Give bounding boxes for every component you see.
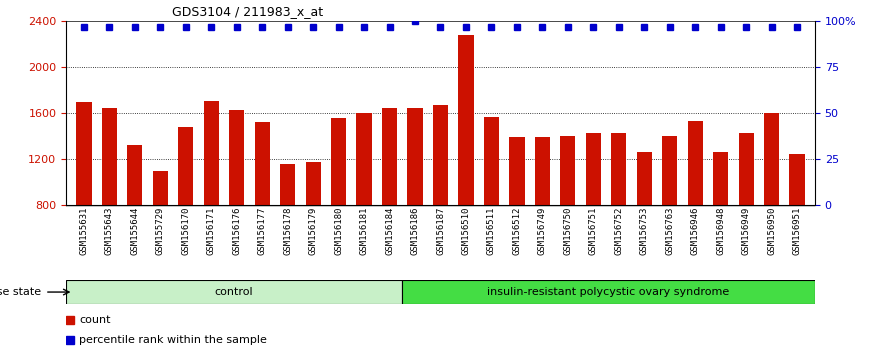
Text: GSM156951: GSM156951 [793, 207, 802, 255]
Bar [101, 108, 117, 297]
Text: GSM156751: GSM156751 [589, 207, 598, 255]
Bar [738, 133, 754, 297]
Bar [229, 110, 244, 297]
Text: percentile rank within the sample: percentile rank within the sample [79, 335, 267, 345]
Text: GSM156179: GSM156179 [308, 207, 318, 255]
Text: GSM156180: GSM156180 [334, 207, 343, 255]
Bar [204, 101, 218, 297]
Text: GSM155644: GSM155644 [130, 207, 139, 255]
Bar [713, 152, 729, 297]
Text: insulin-resistant polycystic ovary syndrome: insulin-resistant polycystic ovary syndr… [487, 287, 729, 297]
Text: GSM156184: GSM156184 [385, 207, 394, 255]
Text: GSM156177: GSM156177 [258, 207, 267, 255]
Bar [637, 152, 652, 297]
Text: GSM156510: GSM156510 [462, 207, 470, 255]
Bar [382, 108, 397, 297]
Bar [255, 122, 270, 297]
Text: count: count [79, 315, 111, 325]
Text: GSM156946: GSM156946 [691, 207, 700, 255]
Bar [789, 154, 804, 297]
Bar [433, 105, 448, 297]
Text: GSM156171: GSM156171 [207, 207, 216, 255]
Text: GSM155643: GSM155643 [105, 207, 114, 255]
Text: GSM155729: GSM155729 [156, 207, 165, 255]
Bar [586, 133, 601, 297]
Bar [77, 102, 92, 297]
Text: GSM155631: GSM155631 [79, 207, 88, 255]
Bar [611, 133, 626, 297]
Bar [687, 121, 703, 297]
Text: GSM156511: GSM156511 [487, 207, 496, 255]
Text: control: control [215, 287, 253, 297]
Text: GSM156178: GSM156178 [283, 207, 292, 255]
Text: GSM156750: GSM156750 [563, 207, 573, 255]
Bar [535, 137, 550, 297]
Bar [178, 127, 194, 297]
Bar [484, 117, 499, 297]
Bar [407, 108, 423, 297]
Bar [663, 136, 677, 297]
Bar [764, 113, 780, 297]
Text: GSM156753: GSM156753 [640, 207, 648, 255]
Text: GSM156170: GSM156170 [181, 207, 190, 255]
Bar [402, 280, 815, 304]
Text: GSM156950: GSM156950 [767, 207, 776, 255]
Bar [331, 118, 346, 297]
Bar [357, 113, 372, 297]
Bar [458, 35, 474, 297]
Text: GSM156949: GSM156949 [742, 207, 751, 255]
Text: GSM156948: GSM156948 [716, 207, 725, 255]
Bar [280, 164, 295, 297]
Text: GSM156752: GSM156752 [614, 207, 623, 255]
Text: GSM156512: GSM156512 [513, 207, 522, 255]
Bar [127, 145, 143, 297]
Bar [306, 162, 321, 297]
Bar [152, 171, 168, 297]
Bar [509, 137, 524, 297]
Text: GSM156181: GSM156181 [359, 207, 368, 255]
Text: GSM156176: GSM156176 [233, 207, 241, 255]
Text: GSM156186: GSM156186 [411, 207, 419, 255]
Bar [66, 280, 402, 304]
Text: disease state: disease state [0, 287, 41, 297]
Text: GSM156763: GSM156763 [665, 207, 674, 255]
Bar [560, 136, 575, 297]
Text: GDS3104 / 211983_x_at: GDS3104 / 211983_x_at [172, 5, 323, 18]
Text: GSM156749: GSM156749 [538, 207, 547, 255]
Text: GSM156187: GSM156187 [436, 207, 445, 255]
